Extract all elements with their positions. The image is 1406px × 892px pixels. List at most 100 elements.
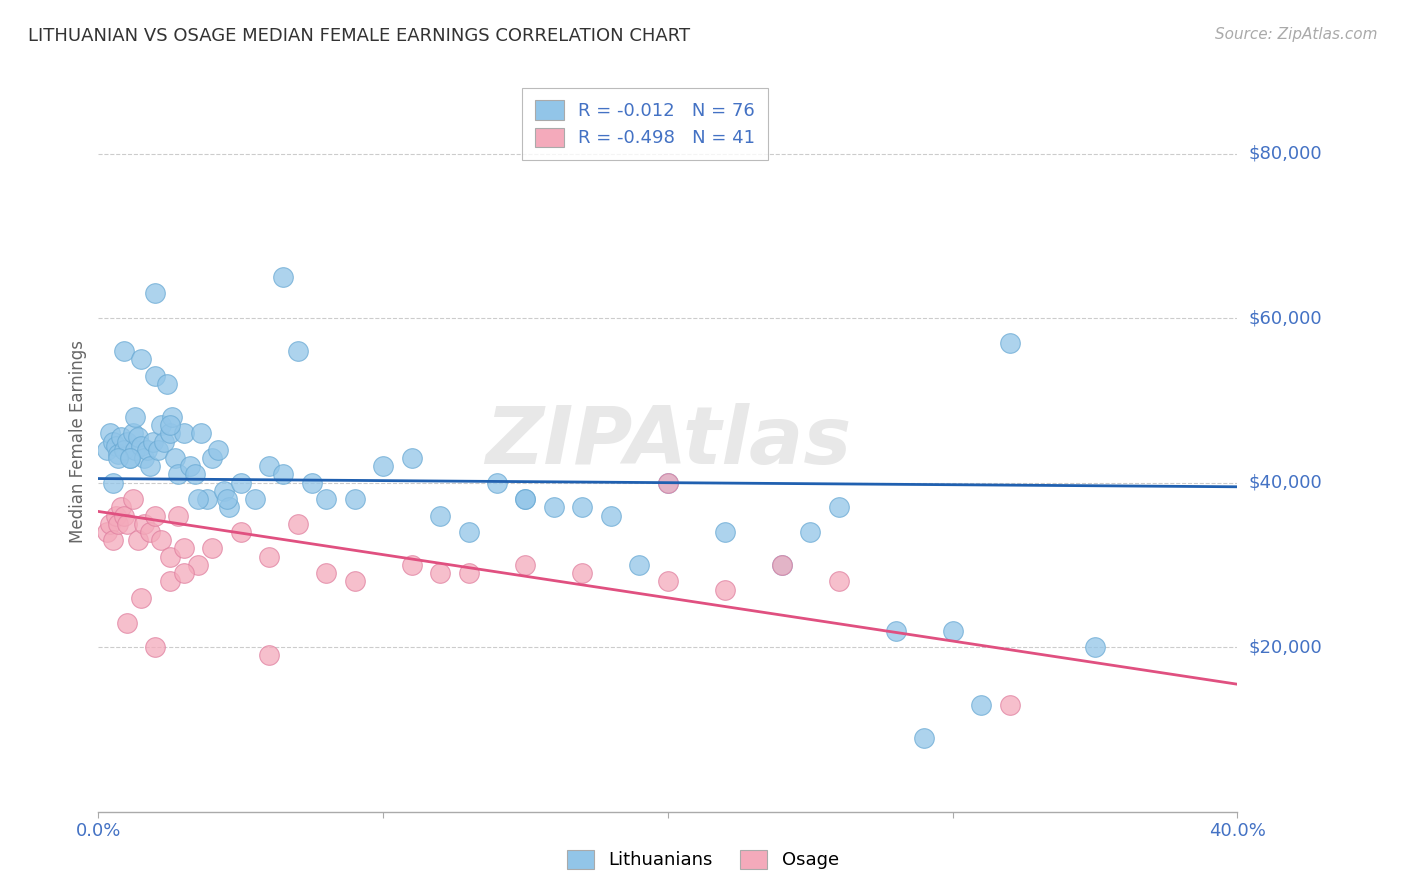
Point bbox=[138, 459, 160, 474]
Point bbox=[173, 426, 195, 441]
Point bbox=[104, 508, 127, 523]
Point bbox=[343, 574, 366, 589]
Point bbox=[201, 541, 224, 556]
Point bbox=[457, 524, 479, 539]
Point bbox=[129, 439, 152, 453]
Point bbox=[159, 574, 181, 589]
Point bbox=[942, 624, 965, 638]
Point bbox=[121, 492, 143, 507]
Point bbox=[657, 574, 679, 589]
Point bbox=[118, 450, 141, 465]
Point bbox=[165, 450, 187, 465]
Point bbox=[259, 459, 281, 474]
Point bbox=[628, 558, 651, 572]
Point bbox=[115, 516, 138, 531]
Point bbox=[218, 500, 240, 515]
Point bbox=[101, 434, 124, 449]
Point bbox=[373, 459, 395, 474]
Point bbox=[167, 467, 190, 482]
Legend: R = -0.012   N = 76, R = -0.498   N = 41: R = -0.012 N = 76, R = -0.498 N = 41 bbox=[522, 87, 768, 160]
Point bbox=[429, 508, 451, 523]
Point bbox=[132, 450, 155, 465]
Point bbox=[148, 442, 170, 457]
Point bbox=[104, 439, 127, 453]
Point bbox=[98, 516, 121, 531]
Y-axis label: Median Female Earnings: Median Female Earnings bbox=[69, 340, 87, 543]
Point bbox=[190, 426, 212, 441]
Text: $80,000: $80,000 bbox=[1249, 145, 1322, 162]
Point bbox=[187, 558, 209, 572]
Point bbox=[159, 418, 181, 433]
Point bbox=[998, 335, 1021, 350]
Text: $60,000: $60,000 bbox=[1249, 310, 1322, 327]
Point bbox=[121, 426, 143, 441]
Point bbox=[287, 516, 309, 531]
Point bbox=[132, 516, 155, 531]
Point bbox=[799, 524, 821, 539]
Point bbox=[145, 508, 167, 523]
Point bbox=[714, 524, 737, 539]
Point bbox=[110, 430, 132, 444]
Point bbox=[515, 558, 537, 572]
Point bbox=[259, 648, 281, 663]
Point bbox=[127, 533, 149, 548]
Point bbox=[970, 698, 993, 712]
Point bbox=[429, 566, 451, 581]
Point bbox=[486, 475, 509, 490]
Point bbox=[229, 475, 252, 490]
Point bbox=[770, 558, 793, 572]
Point bbox=[96, 442, 118, 457]
Point bbox=[141, 434, 163, 449]
Point bbox=[159, 426, 181, 441]
Point bbox=[145, 640, 167, 655]
Point bbox=[167, 508, 190, 523]
Point bbox=[135, 442, 157, 457]
Text: $40,000: $40,000 bbox=[1249, 474, 1322, 491]
Point bbox=[96, 524, 118, 539]
Point bbox=[998, 698, 1021, 712]
Point bbox=[828, 574, 851, 589]
Point bbox=[315, 492, 337, 507]
Point bbox=[273, 467, 295, 482]
Point bbox=[173, 566, 195, 581]
Text: LITHUANIAN VS OSAGE MEDIAN FEMALE EARNINGS CORRELATION CHART: LITHUANIAN VS OSAGE MEDIAN FEMALE EARNIN… bbox=[28, 27, 690, 45]
Point bbox=[129, 352, 152, 367]
Point bbox=[212, 483, 235, 498]
Point bbox=[243, 492, 266, 507]
Point bbox=[600, 508, 623, 523]
Point bbox=[118, 450, 141, 465]
Point bbox=[112, 344, 135, 359]
Point bbox=[201, 450, 224, 465]
Point bbox=[714, 582, 737, 597]
Point bbox=[112, 508, 135, 523]
Point bbox=[138, 524, 160, 539]
Point bbox=[124, 409, 146, 424]
Legend: Lithuanians, Osage: Lithuanians, Osage bbox=[558, 841, 848, 879]
Point bbox=[884, 624, 907, 638]
Point bbox=[101, 475, 124, 490]
Point bbox=[98, 426, 121, 441]
Point bbox=[229, 524, 252, 539]
Point bbox=[828, 500, 851, 515]
Point bbox=[115, 615, 138, 630]
Point bbox=[515, 492, 537, 507]
Point bbox=[115, 434, 138, 449]
Point bbox=[571, 500, 593, 515]
Point bbox=[184, 467, 207, 482]
Point bbox=[187, 492, 209, 507]
Point bbox=[912, 731, 935, 745]
Point bbox=[315, 566, 337, 581]
Point bbox=[301, 475, 323, 490]
Point bbox=[343, 492, 366, 507]
Point bbox=[1084, 640, 1107, 655]
Point bbox=[145, 368, 167, 383]
Point bbox=[124, 442, 146, 457]
Text: Source: ZipAtlas.com: Source: ZipAtlas.com bbox=[1215, 27, 1378, 42]
Text: ZIPAtlas: ZIPAtlas bbox=[485, 402, 851, 481]
Point bbox=[107, 516, 129, 531]
Point bbox=[156, 376, 179, 391]
Point bbox=[101, 533, 124, 548]
Point bbox=[543, 500, 565, 515]
Point bbox=[215, 492, 238, 507]
Point bbox=[195, 492, 218, 507]
